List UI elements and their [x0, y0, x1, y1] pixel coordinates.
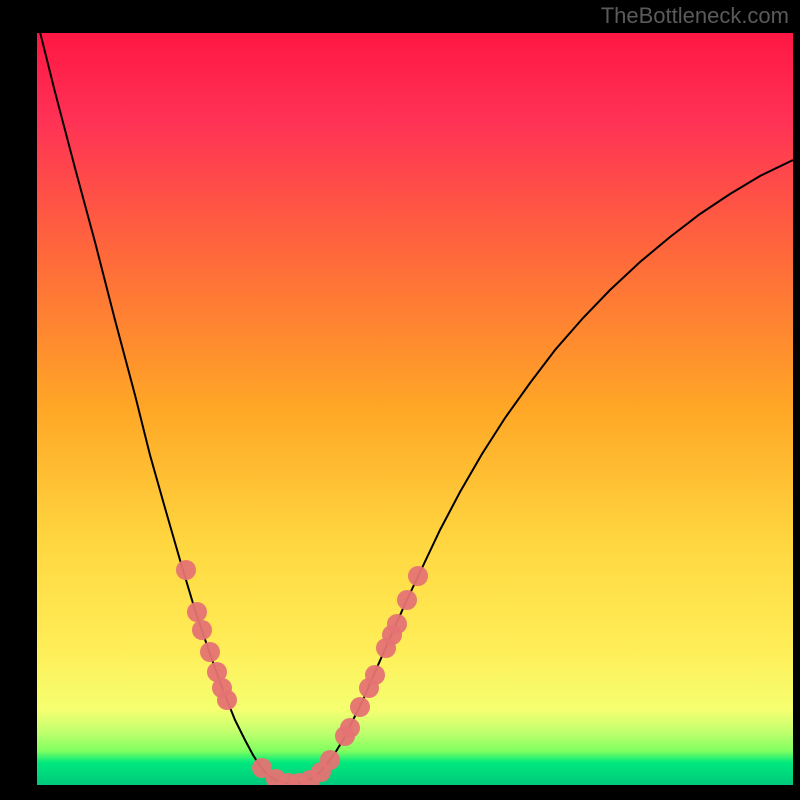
marker-dot [408, 566, 428, 586]
marker-dot [320, 750, 340, 770]
marker-dot [340, 718, 360, 738]
marker-dot [187, 602, 207, 622]
marker-dot [217, 690, 237, 710]
bottleneck-curve [37, 20, 793, 784]
marker-dot [350, 697, 370, 717]
marker-dot [192, 620, 212, 640]
marker-dot [176, 560, 196, 580]
marker-dot [200, 642, 220, 662]
watermark-text: TheBottleneck.com [601, 3, 789, 29]
marker-dot [387, 614, 407, 634]
marker-dot [397, 590, 417, 610]
plot-svg [0, 0, 800, 800]
chart-container: TheBottleneck.com [0, 0, 800, 800]
marker-dot [365, 665, 385, 685]
marker-group [176, 560, 428, 793]
